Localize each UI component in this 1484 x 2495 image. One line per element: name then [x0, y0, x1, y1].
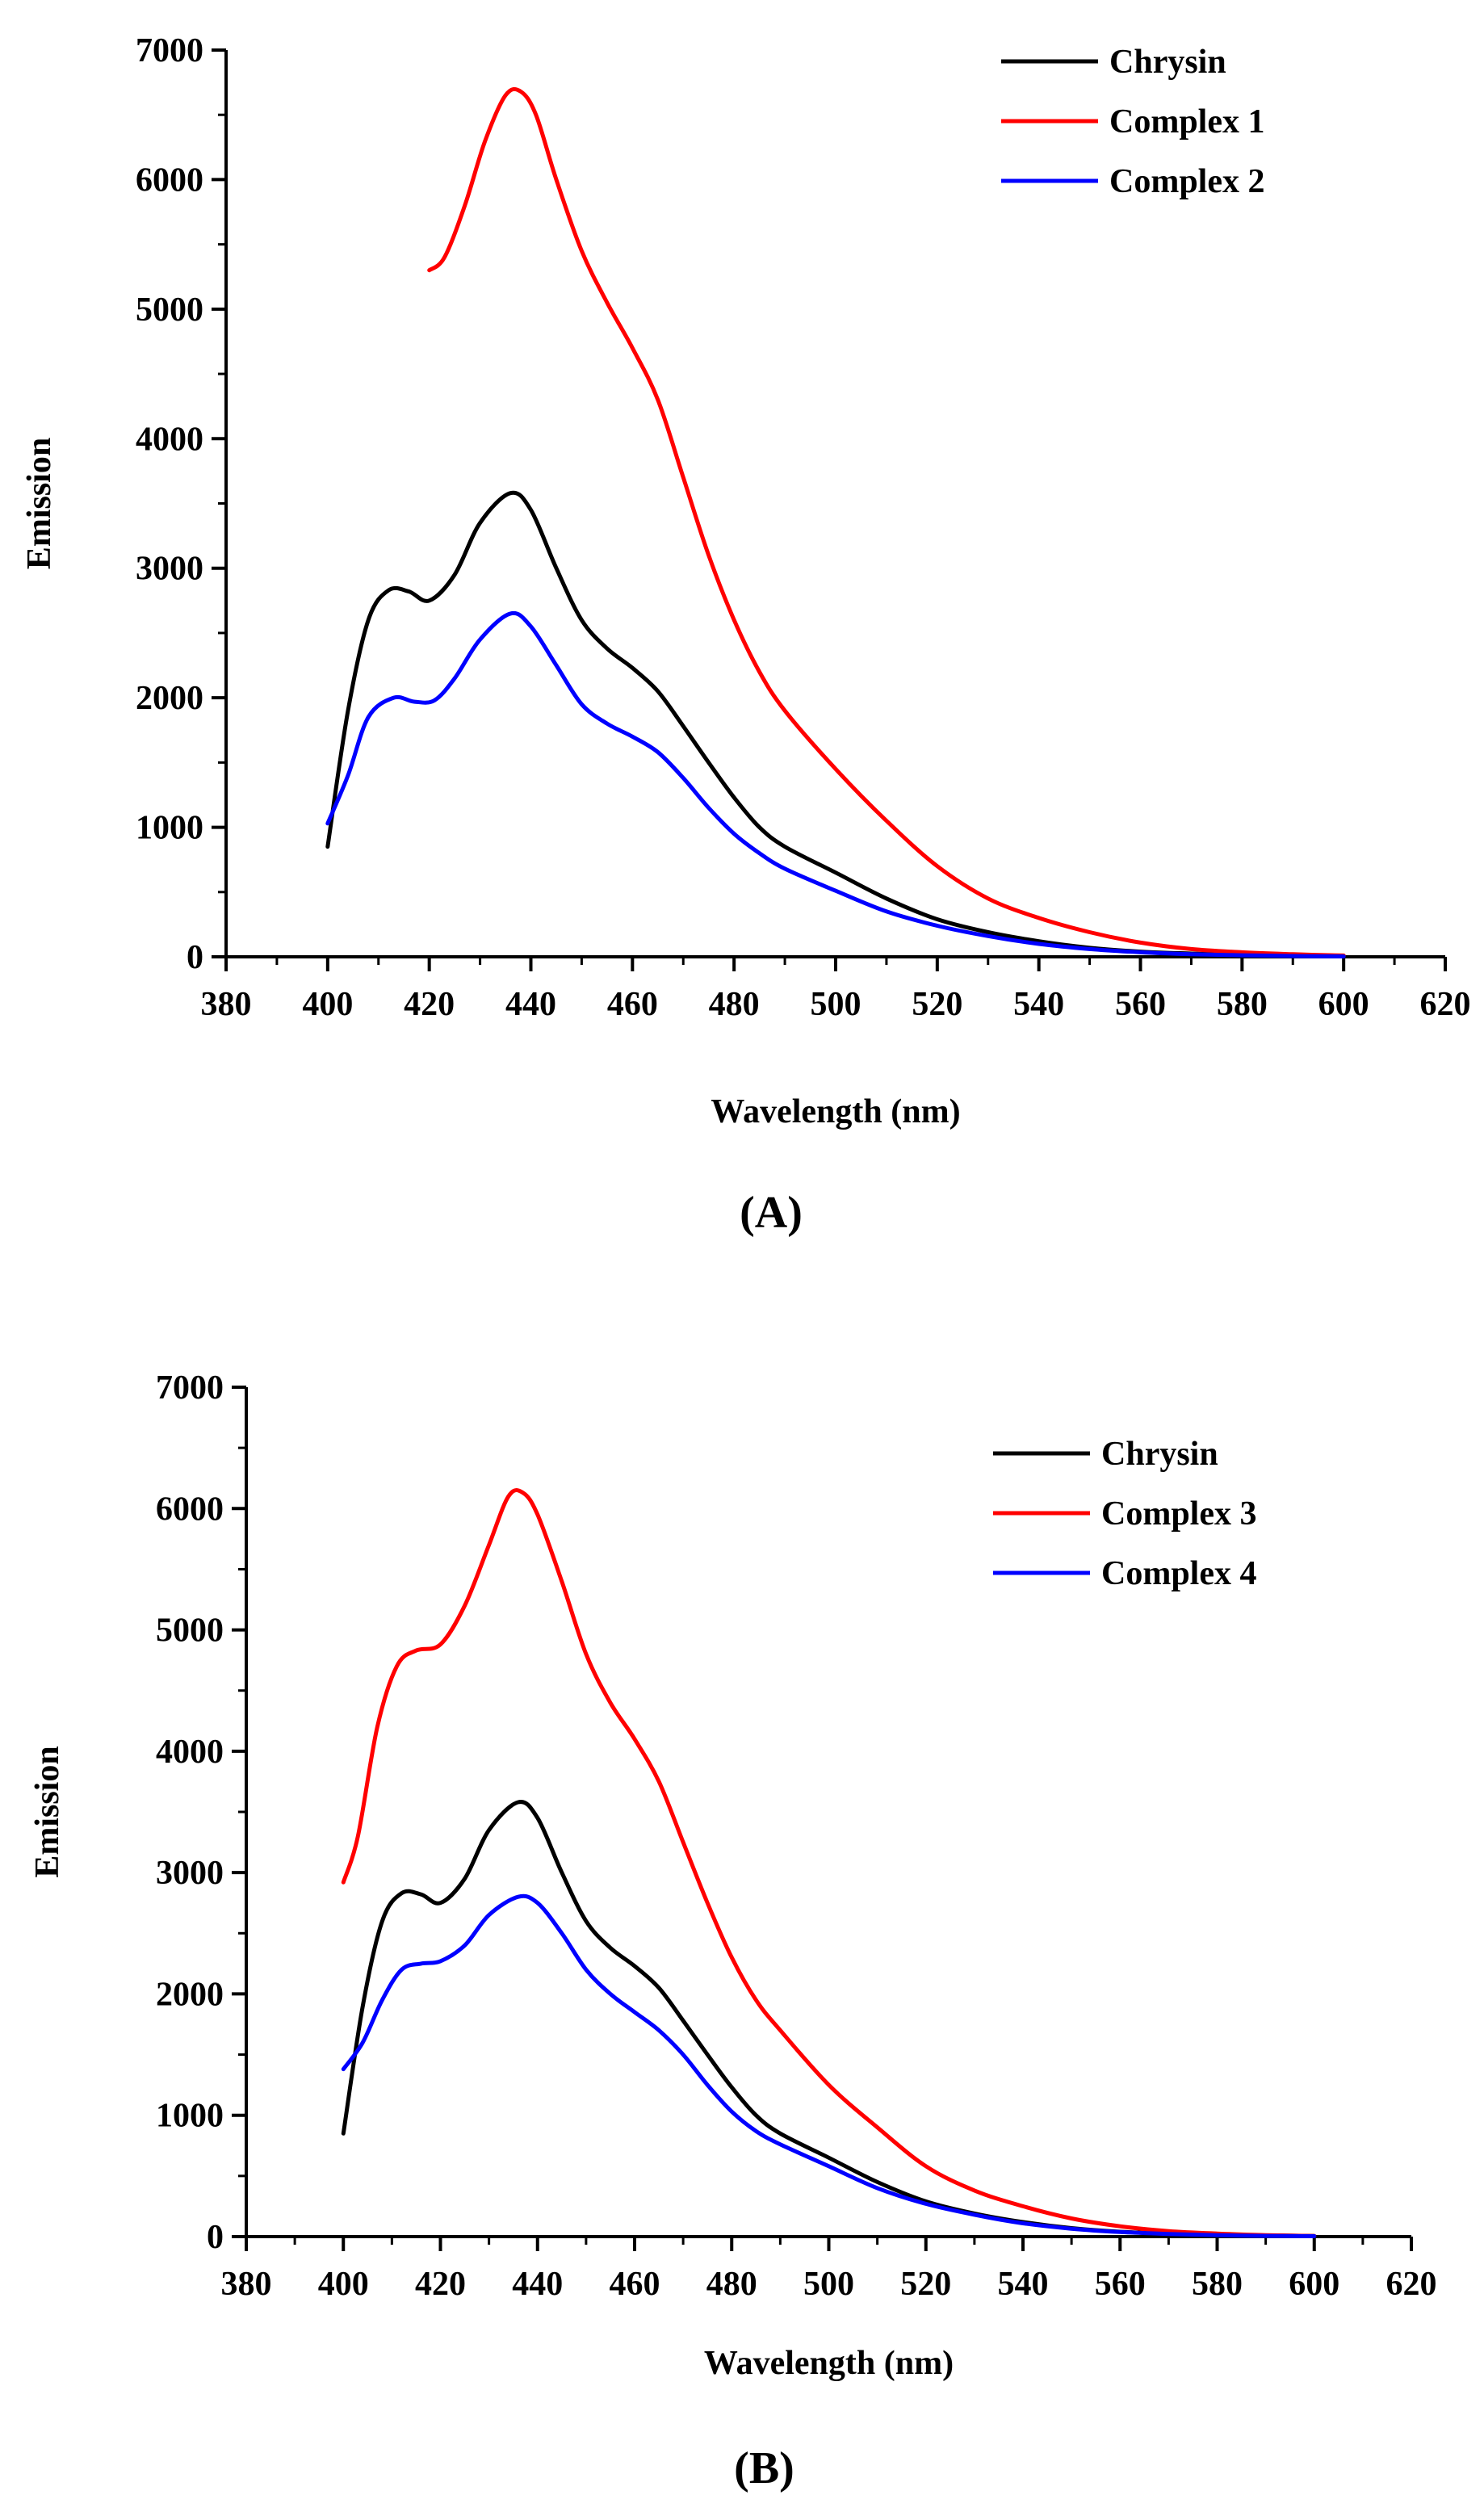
y-tick-label: 4000 [136, 421, 203, 458]
panel-label: (A) [740, 1188, 803, 1238]
y-tick-label: 2000 [156, 1976, 224, 2013]
x-tick-label: 440 [512, 2266, 563, 2303]
x-tick-label: 420 [404, 986, 455, 1023]
x-tick-label: 460 [610, 2266, 660, 2303]
x-tick-label: 440 [505, 986, 556, 1023]
x-tick-label: 480 [709, 986, 760, 1023]
y-tick-label: 7000 [136, 32, 203, 69]
x-tick-label: 520 [912, 986, 962, 1023]
x-tick-label: 540 [998, 2266, 1049, 2303]
legend-label: Complex 4 [1101, 1555, 1257, 1592]
y-axis-title: Emission [21, 438, 58, 569]
x-tick-label: 380 [221, 2266, 272, 2303]
x-tick-label: 600 [1289, 2266, 1339, 2303]
legend-label: Complex 2 [1109, 163, 1265, 200]
y-tick-label: 6000 [156, 1491, 224, 1528]
series-line-complex-1 [427, 86, 1346, 958]
legend-label: Chrysin [1101, 1436, 1218, 1473]
panel-label: (B) [734, 2443, 794, 2493]
x-tick-label: 540 [1013, 986, 1064, 1023]
series-line-complex-3 [341, 1488, 1317, 2238]
x-tick-label: 620 [1420, 986, 1471, 1023]
series-line-chrysin [325, 490, 1346, 958]
legend-label: Complex 1 [1109, 103, 1265, 140]
chart-panel-a: 380 400 420 440 460 480 500 520 540 560 580 600 620 0… [21, 32, 1471, 1238]
x-tick-label: 500 [803, 2266, 854, 2303]
y-axis-title: Emission [29, 1746, 66, 1877]
series-line-chrysin [341, 1800, 1317, 2238]
x-tick-label: 520 [900, 2266, 951, 2303]
y-tick-label: 1000 [156, 2098, 224, 2135]
x-tick-label: 480 [706, 2266, 757, 2303]
y-tick-label: 7000 [156, 1369, 224, 1407]
x-tick-label: 420 [415, 2266, 466, 2303]
x-tick-label: 600 [1318, 986, 1369, 1023]
x-tick-label: 500 [811, 986, 861, 1023]
y-tick-label: 2000 [136, 680, 203, 717]
x-tick-label: 580 [1192, 2266, 1243, 2303]
y-tick-label: 5000 [156, 1612, 224, 1650]
y-tick-label: 0 [207, 2219, 224, 2256]
x-tick-label: 560 [1115, 986, 1166, 1023]
x-axis-title: Wavelength (nm) [711, 1093, 960, 1130]
chart-panel-b: 380 400 420 440 460 480 500 520 540 560 580 600 620 0… [29, 1369, 1437, 2493]
y-tick-label: 5000 [136, 291, 203, 329]
series-line-complex-4 [341, 1893, 1317, 2238]
y-tick-label: 3000 [156, 1855, 224, 1892]
x-tick-label: 560 [1095, 2266, 1146, 2303]
y-tick-label: 1000 [136, 810, 203, 847]
y-tick-label: 6000 [136, 161, 203, 199]
series-line-complex-2 [325, 610, 1346, 958]
y-tick-label: 0 [187, 939, 203, 976]
x-axis-title: Wavelength (nm) [704, 2345, 954, 2382]
legend-label: Complex 3 [1101, 1495, 1257, 1533]
x-tick-label: 460 [607, 986, 658, 1023]
y-tick-label: 4000 [156, 1734, 224, 1771]
x-tick-label: 400 [318, 2266, 369, 2303]
x-tick-label: 620 [1386, 2266, 1437, 2303]
y-tick-label: 3000 [136, 551, 203, 588]
x-tick-label: 580 [1217, 986, 1268, 1023]
x-tick-label: 400 [302, 986, 353, 1023]
legend-label: Chrysin [1109, 44, 1226, 81]
x-tick-label: 380 [201, 986, 252, 1023]
